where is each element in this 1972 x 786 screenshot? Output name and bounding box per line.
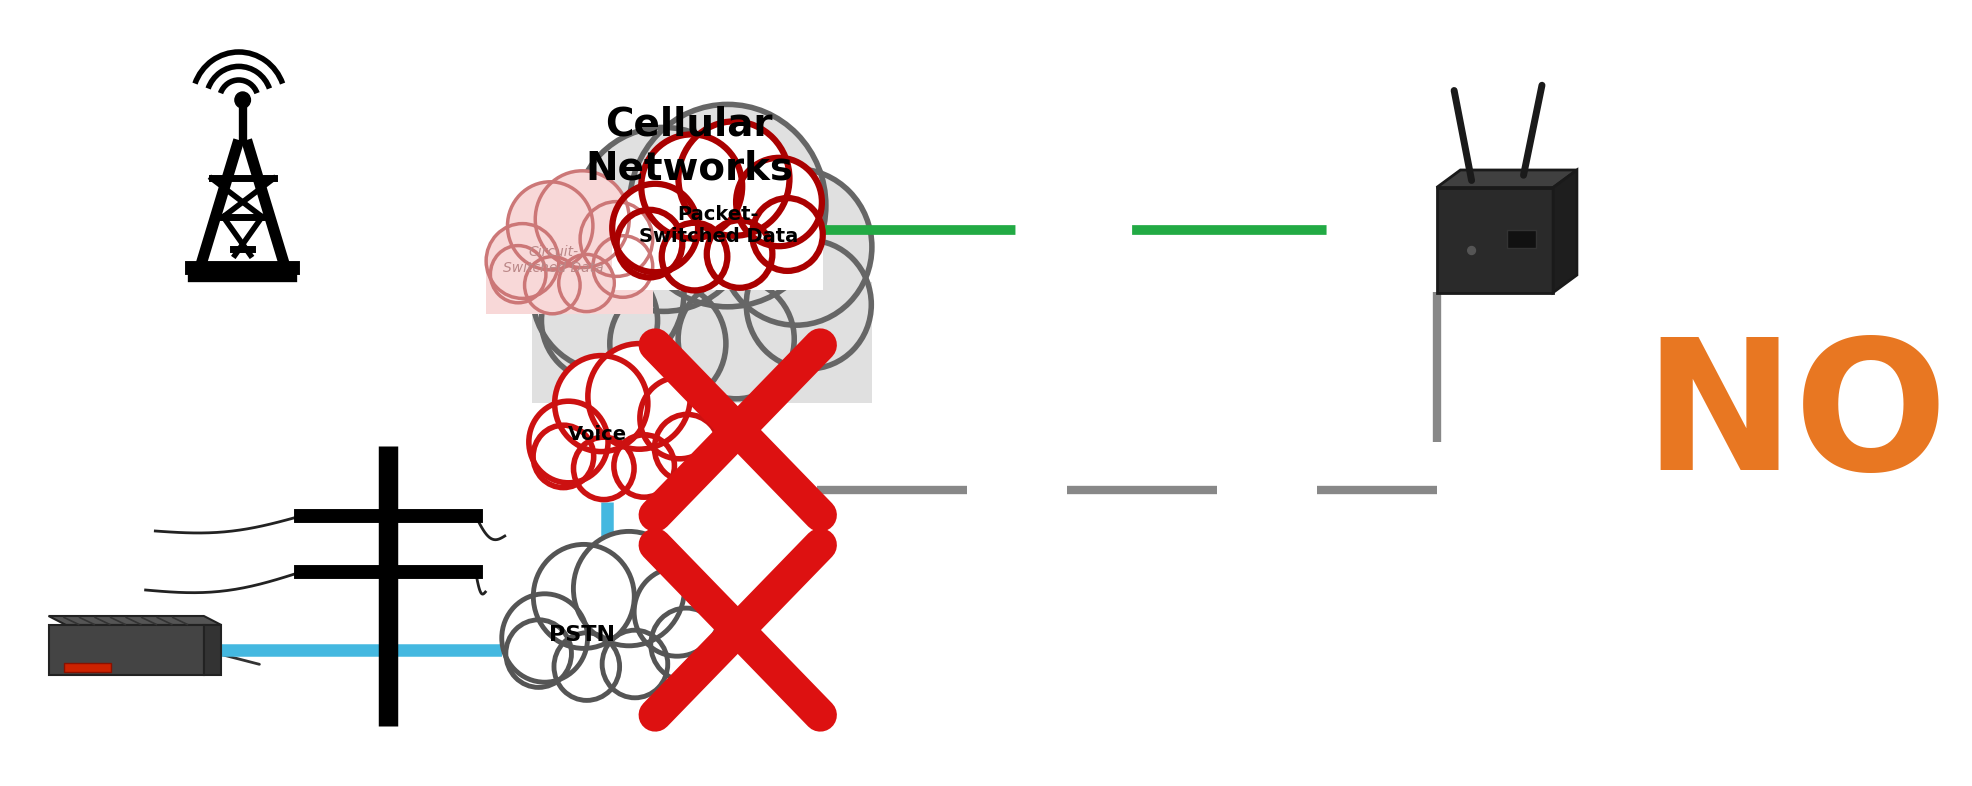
Circle shape	[651, 608, 722, 681]
Bar	[63, 663, 110, 671]
Circle shape	[594, 236, 653, 297]
Circle shape	[588, 343, 690, 450]
Text: Circuit-
Switched Data: Circuit- Switched Data	[503, 245, 603, 275]
Circle shape	[617, 210, 682, 277]
Circle shape	[574, 531, 684, 646]
Circle shape	[629, 105, 826, 307]
Circle shape	[720, 169, 872, 325]
Text: Cellular
Networks: Cellular Networks	[586, 105, 793, 187]
Circle shape	[678, 121, 789, 236]
Circle shape	[736, 158, 822, 246]
Text: NO: NO	[1643, 332, 1948, 508]
Circle shape	[655, 414, 720, 482]
Circle shape	[235, 92, 250, 108]
Circle shape	[745, 240, 872, 369]
Circle shape	[639, 377, 720, 459]
Circle shape	[534, 171, 629, 267]
Circle shape	[525, 256, 580, 314]
Bar	[501, 631, 722, 700]
Circle shape	[507, 620, 572, 688]
Circle shape	[663, 222, 728, 290]
Circle shape	[574, 437, 635, 500]
Circle shape	[678, 279, 795, 399]
Circle shape	[554, 633, 619, 700]
Polygon shape	[1438, 188, 1554, 292]
Circle shape	[558, 255, 613, 311]
Circle shape	[501, 593, 588, 682]
Text: PSTN: PSTN	[550, 625, 615, 645]
Circle shape	[611, 184, 698, 272]
Bar	[528, 436, 720, 500]
Bar	[611, 222, 822, 290]
Circle shape	[613, 435, 674, 498]
Bar	[532, 281, 872, 403]
Circle shape	[554, 355, 649, 452]
Bar	[1507, 230, 1536, 248]
Circle shape	[635, 567, 720, 656]
Circle shape	[528, 401, 607, 483]
Circle shape	[580, 201, 653, 277]
Polygon shape	[1438, 170, 1578, 188]
Circle shape	[491, 245, 546, 303]
Circle shape	[532, 545, 635, 648]
Circle shape	[1467, 247, 1475, 255]
Bar	[487, 255, 653, 314]
Polygon shape	[49, 616, 221, 625]
Circle shape	[532, 215, 684, 371]
Circle shape	[507, 182, 594, 270]
Text: Voice: Voice	[568, 425, 627, 445]
Polygon shape	[49, 625, 203, 675]
Circle shape	[641, 134, 741, 238]
Polygon shape	[1554, 170, 1578, 292]
Circle shape	[601, 630, 669, 698]
Circle shape	[706, 220, 773, 288]
Circle shape	[532, 425, 594, 487]
Polygon shape	[203, 625, 221, 675]
Circle shape	[487, 223, 558, 299]
Circle shape	[574, 127, 753, 311]
Circle shape	[542, 261, 657, 380]
Text: Packet-
Switched Data: Packet- Switched Data	[639, 204, 799, 245]
Circle shape	[609, 284, 726, 403]
Circle shape	[751, 198, 822, 271]
